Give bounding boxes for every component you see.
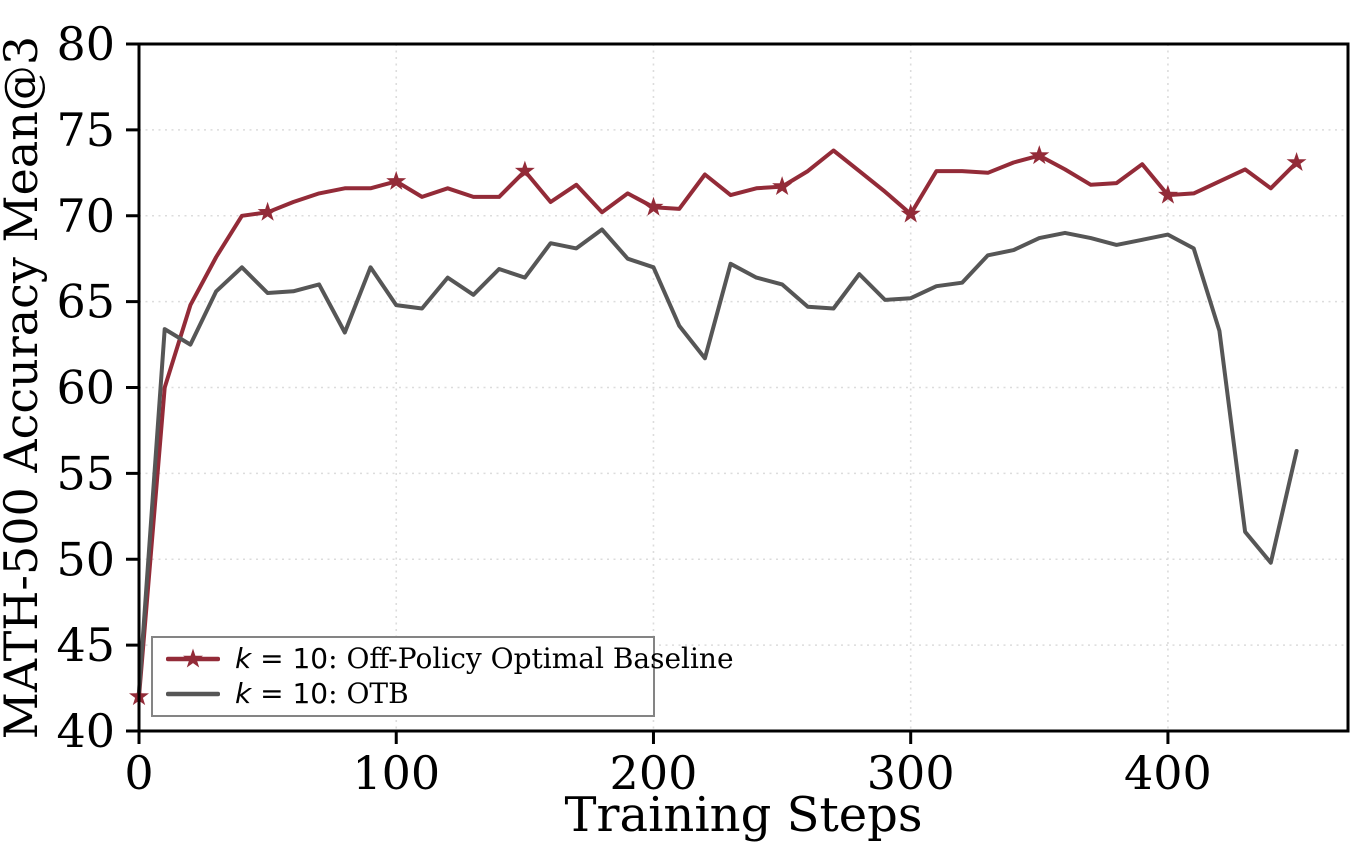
series-line-otb	[137, 227, 1299, 694]
y-axis-ticks	[126, 42, 139, 733]
x-tick-label: 100	[352, 746, 440, 800]
y-tick-label: 75	[56, 103, 115, 157]
legend-text: : OTB	[328, 677, 409, 710]
star-marker-icon	[643, 196, 664, 216]
y-tick-labels: 40 45 50 55 60 65 70 75 80	[56, 17, 115, 758]
star-marker-icon	[183, 648, 203, 668]
x-tick-label: 300	[867, 746, 955, 800]
series-markers-off-policy-optimal-baseline	[129, 145, 1307, 706]
legend-item-off-policy-optimal-baseline: k = 10: Off-Policy Optimal Baseline	[166, 642, 734, 676]
legend-item-otb: k = 10: OTB	[166, 677, 653, 711]
star-marker-icon	[257, 201, 278, 221]
legend-label-otb: k = 10: OTB	[235, 677, 409, 711]
gridlines	[139, 44, 1348, 731]
y-tick-label: 55	[56, 446, 115, 500]
x-tick-label: 200	[610, 746, 698, 800]
legend-line-sample-red	[166, 648, 220, 668]
star-marker-icon	[386, 170, 407, 190]
y-tick-label: 70	[56, 189, 115, 243]
legend-eq: = 10	[251, 677, 329, 710]
star-marker-icon	[1286, 152, 1307, 171]
y-tick-label: 45	[56, 618, 115, 672]
legend-label-off-policy: k = 10: Off-Policy Optimal Baseline	[235, 642, 734, 676]
series-line-off-policy-optimal-baseline	[137, 148, 1299, 699]
star-marker-icon	[772, 176, 793, 195]
x-axis-ticks	[137, 731, 1170, 744]
legend-var-k: k	[235, 642, 252, 675]
x-tick-labels: 0 100 200 300 400	[124, 746, 1211, 800]
legend-line-sample-gray	[166, 691, 220, 697]
legend-eq: = 10	[251, 642, 329, 675]
star-marker-icon	[900, 203, 921, 223]
star-marker-icon	[514, 160, 535, 180]
legend-text: : Off-Policy Optimal Baseline	[328, 642, 734, 675]
legend-var-k: k	[235, 677, 252, 710]
x-tick-label: 0	[124, 746, 153, 800]
y-tick-label: 40	[56, 704, 115, 758]
x-axis-label: Training Steps	[564, 787, 922, 843]
x-tick-label: 400	[1124, 746, 1212, 800]
y-axis-label: MATH-500 Accuracy Mean@3	[0, 36, 48, 739]
y-tick-label: 60	[56, 361, 115, 415]
y-tick-label: 50	[56, 532, 115, 586]
star-marker-icon	[1158, 184, 1178, 204]
legend: k = 10: Off-Policy Optimal Baseline k = …	[151, 636, 734, 717]
y-tick-label: 65	[56, 275, 115, 329]
star-marker-icon	[1029, 145, 1050, 165]
y-tick-label: 80	[56, 17, 115, 71]
